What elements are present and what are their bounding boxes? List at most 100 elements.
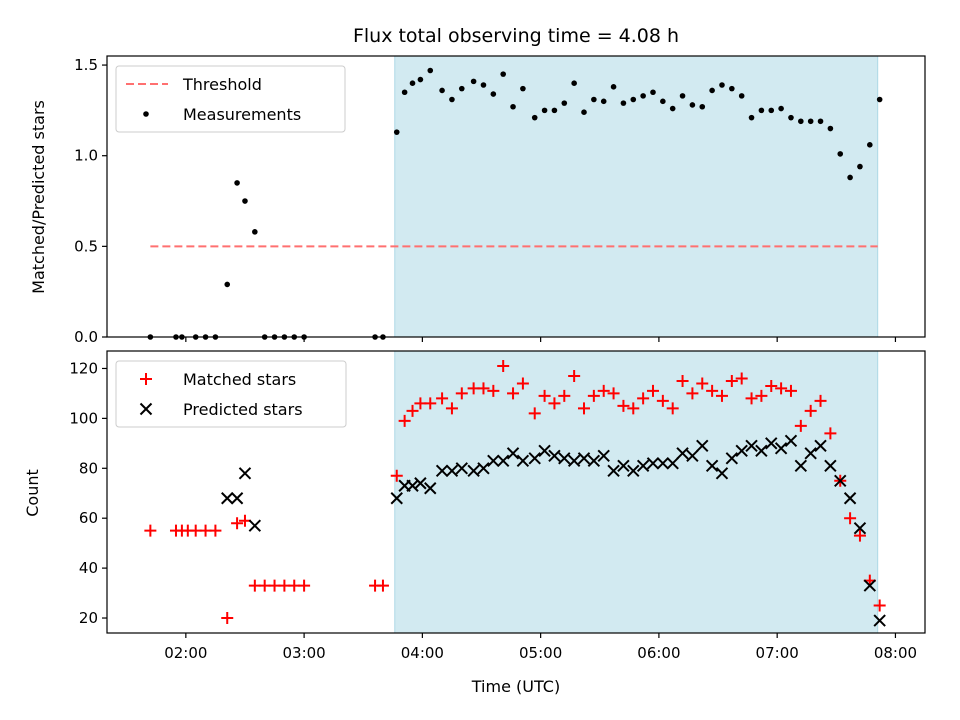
predicted-star-marker [735,444,748,458]
predicted-star-marker [414,477,427,490]
matched-star-marker [390,469,403,482]
matched-star-marker [745,392,758,405]
y-tick-label: 1.0 [74,147,98,165]
matched-star-marker [676,374,689,387]
data-point [439,87,445,94]
top-y-axis-label: Matched/Predicted stars [29,100,48,294]
predicted-star-marker [424,482,437,495]
data-point [798,118,804,125]
data-point [571,80,577,86]
y-tick-label: 0.5 [74,237,98,255]
matched-star-marker [436,392,449,405]
data-point [817,118,824,125]
predicted-star-marker [558,452,571,465]
top-panel: 0.0 0.5 1.0 1.5 Threshold Measurements [74,55,926,346]
predicted-star-marker [765,437,778,450]
matched-star-marker [853,529,866,542]
matched-star-marker [715,389,728,402]
predicted-star-marker [487,454,500,468]
predicted-star-marker [506,447,520,460]
predicted-star-marker [824,459,837,473]
predicted-star-marker [774,442,788,455]
predicted-star-marker [696,439,709,453]
matched-star-marker [528,407,541,420]
matched-star-marker [646,384,659,397]
data-point [679,93,686,99]
data-point [689,102,696,108]
predicted-star-marker [804,447,817,460]
predicted-star-marker [656,457,670,470]
data-point [640,93,646,99]
matched-star-marker [666,402,679,415]
matched-star-marker [824,427,837,440]
matched-star-marker [568,369,581,382]
data-point [234,180,240,186]
data-point [417,76,424,83]
x-tick-label: 02:00 [164,644,207,662]
matched-star-marker [784,384,797,397]
axes-frame [106,350,926,634]
data-point [610,84,617,90]
predicted-star-marker [853,521,867,535]
predicted-star-marker [715,467,729,480]
data-point [748,114,755,121]
legend-marker [140,373,152,385]
predicted-star-marker [548,449,561,463]
data-point [729,85,735,92]
legend-box [115,65,346,133]
predicted-star-marker [406,479,419,492]
data-point [458,85,465,92]
predicted-star-marker [445,464,459,477]
matched-star-marker [686,387,699,400]
data-point [449,96,455,103]
matched-star-marker [587,389,600,402]
data-point [561,100,568,106]
matched-star-marker [765,379,778,392]
matched-star-marker [735,372,748,385]
predicted-star-marker [617,459,630,473]
predicted-star-marker [646,457,660,470]
matched-star-marker [706,384,719,397]
data-point [758,107,765,114]
matched-star-marker [406,404,419,417]
predicted-star-marker [863,579,877,592]
data-point [581,109,587,115]
y-tick-label: 0.0 [74,328,98,346]
y-tick-label: 80 [79,459,98,477]
data-point [520,85,526,92]
matched-star-marker [656,394,669,407]
data-point [531,114,538,121]
y-tick-label: 20 [79,609,98,627]
predicted-star-marker [834,474,847,487]
legend-label: Measurements [183,105,301,124]
predicted-star-marker [745,439,758,453]
matched-star-marker [607,387,620,400]
data-point [857,163,863,170]
y-tick-label: 60 [79,509,98,527]
matched-star-marker [209,524,222,537]
data-point [630,96,637,103]
data-point [699,103,706,110]
matched-star-marker [445,402,458,415]
data-point [541,107,548,114]
y-tick-label: 120 [69,359,98,377]
matched-star-marker [804,404,817,417]
data-point [591,96,597,103]
data-point [719,82,725,88]
data-point [669,105,676,112]
legend-marker [143,111,149,117]
predicted-star-marker [784,434,798,448]
matched-star-marker [617,399,630,412]
legend-label: Threshold [182,75,262,94]
predicted-star-marker [814,439,827,453]
data-point [660,98,666,105]
predicted-star-marker [477,462,490,475]
matched-star-marker [627,402,640,415]
predicted-star-marker [686,449,699,463]
matched-star-marker [637,392,650,405]
matched-star-marker [298,579,311,592]
data-point [490,91,497,97]
observing-window-shading [394,350,879,634]
predicted-star-marker [221,492,234,505]
predicted-star-marker [597,449,610,463]
